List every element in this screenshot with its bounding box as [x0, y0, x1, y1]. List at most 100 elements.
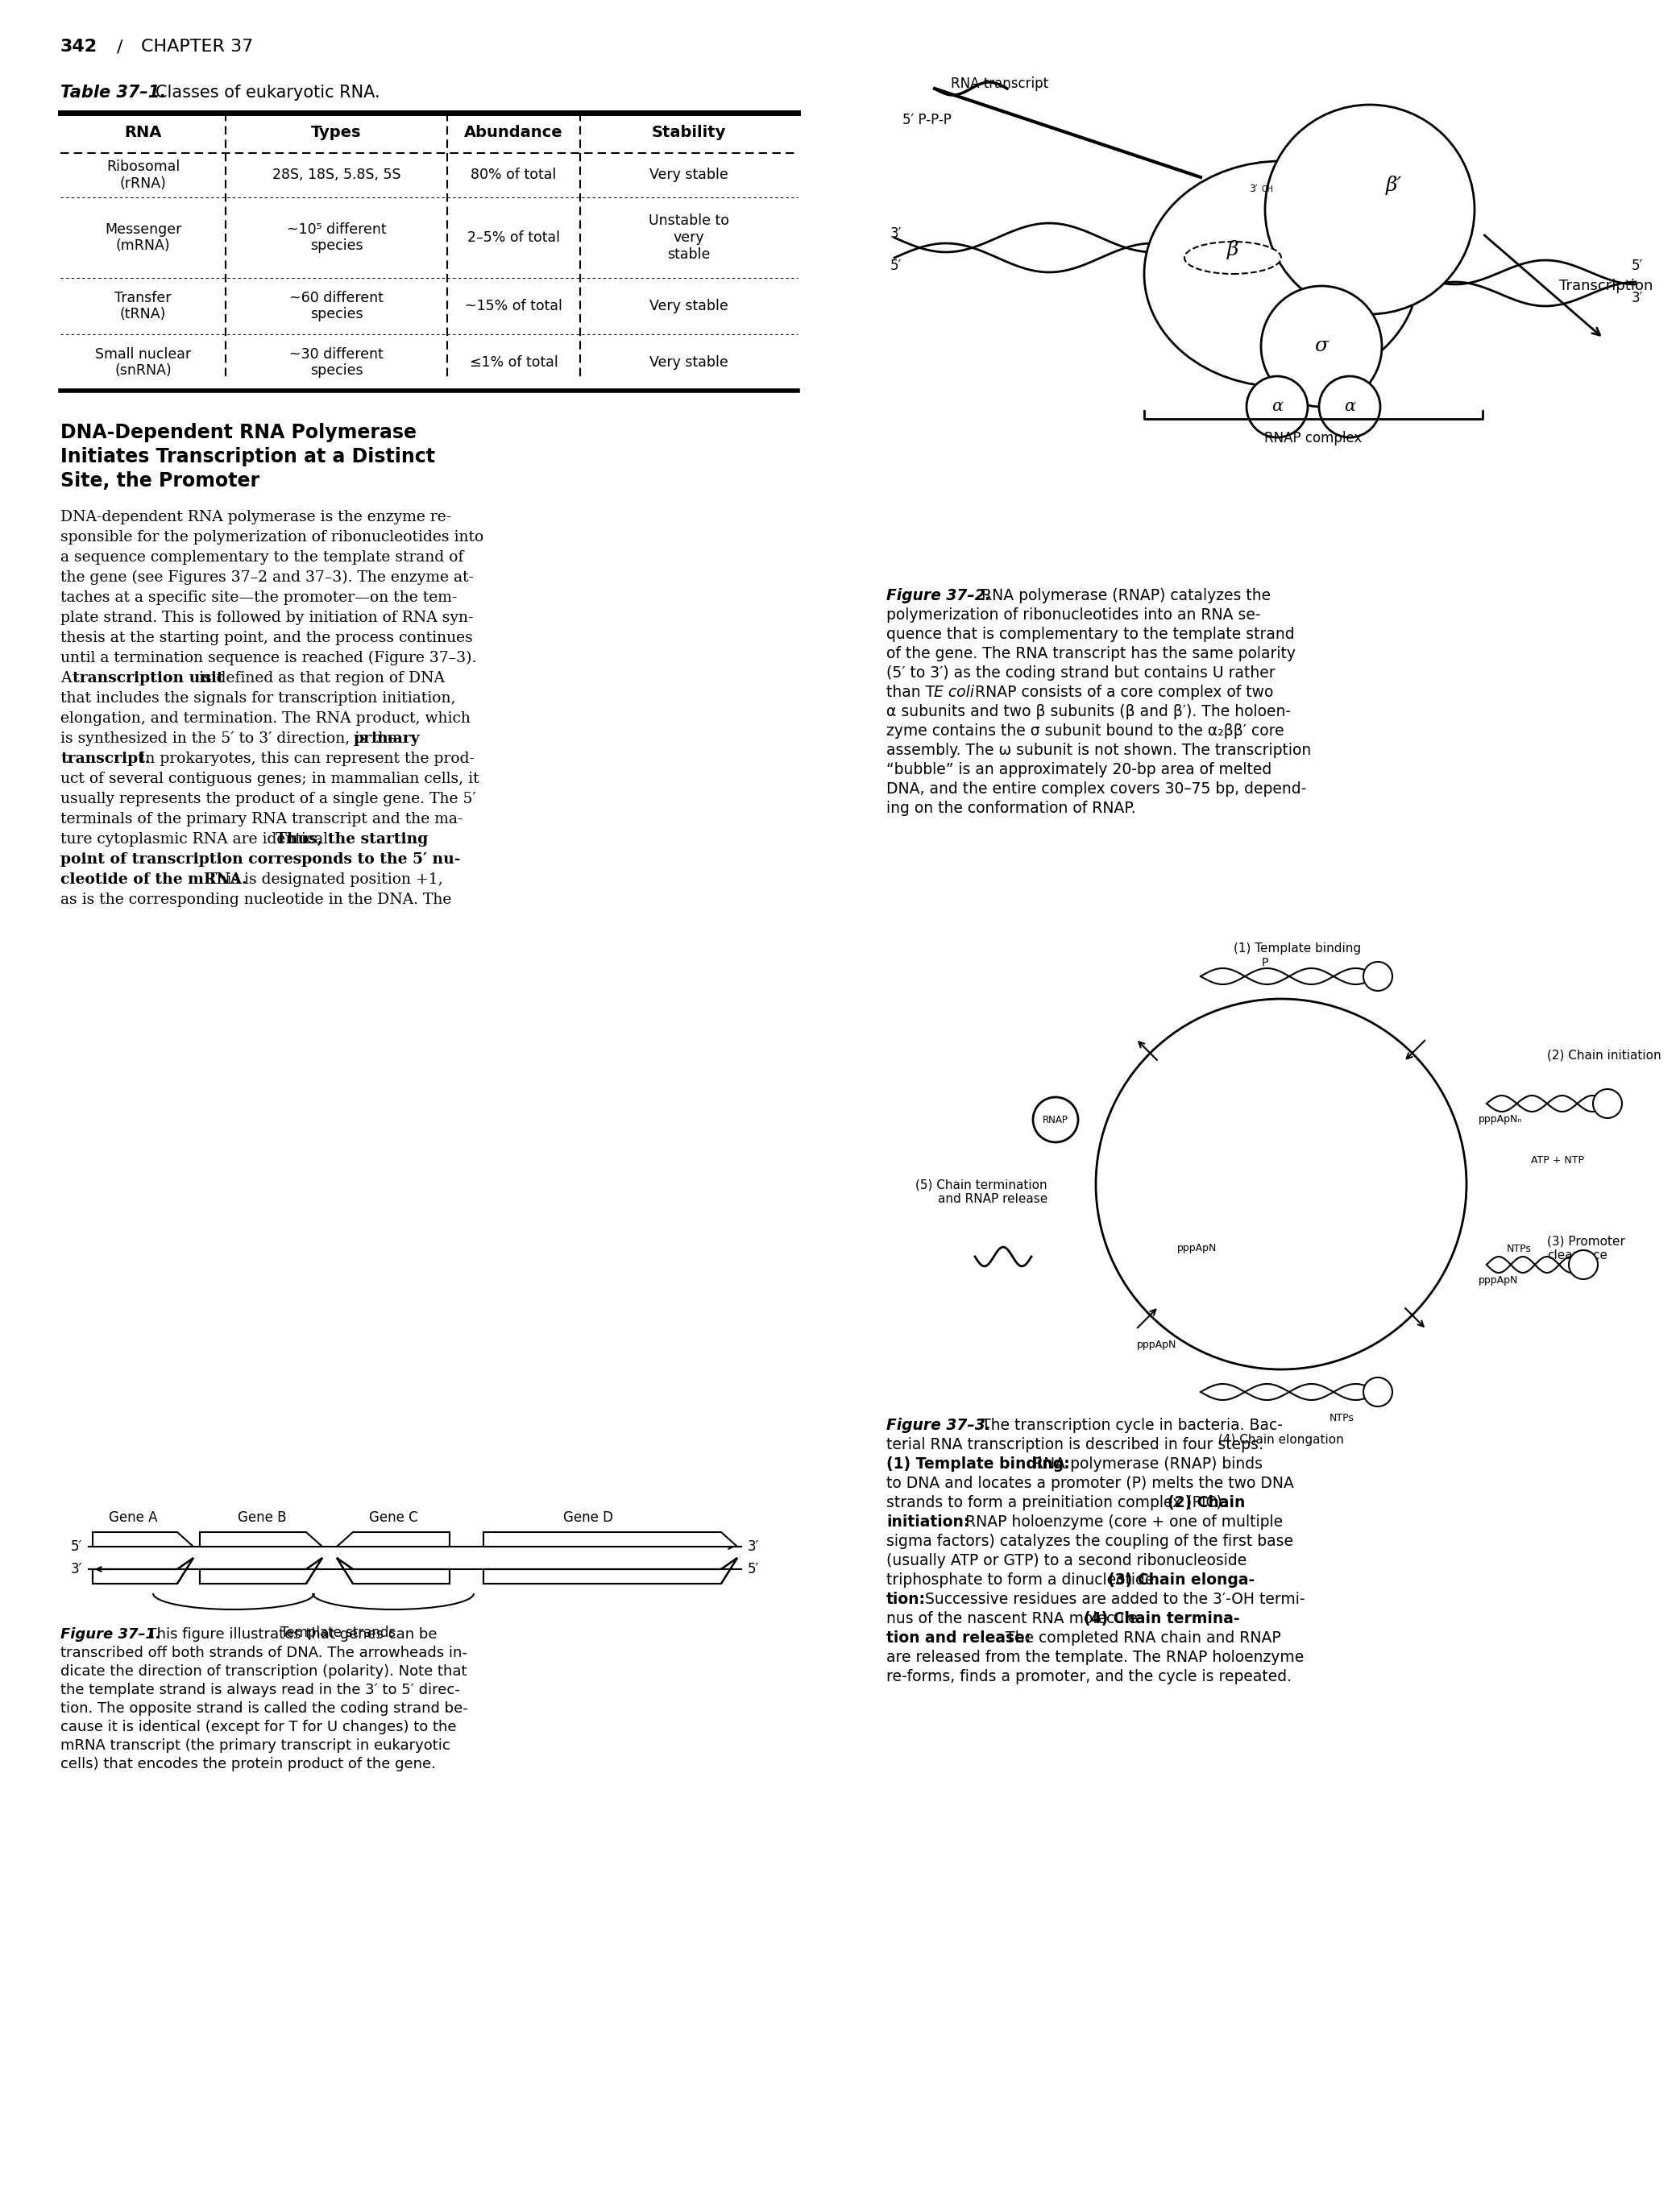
Text: ATP + NTP: ATP + NTP: [1530, 1155, 1584, 1166]
Text: Successive residues are added to the 3′-OH termi-: Successive residues are added to the 3′-…: [921, 1593, 1305, 1608]
Text: primary: primary: [353, 732, 420, 745]
Text: A: A: [60, 670, 76, 686]
Text: uct of several contiguous genes; in mammalian cells, it: uct of several contiguous genes; in mamm…: [60, 772, 479, 785]
Circle shape: [1247, 376, 1307, 438]
Text: are released from the template. The RNAP holoenzyme: are released from the template. The RNAP…: [887, 1650, 1304, 1666]
Text: initiation:: initiation:: [887, 1515, 969, 1531]
Text: Template strands: Template strands: [281, 1626, 396, 1639]
Text: RNA polymerase (RNAP) catalyzes the: RNA polymerase (RNAP) catalyzes the: [968, 588, 1272, 604]
Circle shape: [1319, 376, 1381, 438]
Text: Table 37–1.: Table 37–1.: [60, 84, 166, 102]
Text: Types: Types: [311, 126, 361, 142]
Text: Very stable: Very stable: [650, 299, 729, 314]
Polygon shape: [92, 1557, 193, 1584]
Text: tion. The opposite strand is called the coding strand be-: tion. The opposite strand is called the …: [60, 1701, 469, 1717]
Text: β: β: [1226, 241, 1238, 259]
Circle shape: [1364, 1378, 1393, 1407]
Polygon shape: [484, 1557, 738, 1584]
Text: This figure illustrates that genes can be: This figure illustrates that genes can b…: [138, 1628, 437, 1641]
Text: usually represents the product of a single gene. The 5′: usually represents the product of a sing…: [60, 792, 475, 807]
Ellipse shape: [1144, 161, 1418, 387]
Text: 3′: 3′: [1248, 184, 1258, 195]
Text: The transcription cycle in bacteria. Bac-: The transcription cycle in bacteria. Bac…: [968, 1418, 1284, 1433]
Text: σ: σ: [1314, 336, 1329, 356]
Text: Initiates Transcription at a Distinct: Initiates Transcription at a Distinct: [60, 447, 435, 467]
Text: mRNA transcript (the primary transcript in eukaryotic: mRNA transcript (the primary transcript …: [60, 1739, 450, 1752]
Text: Thus, the starting: Thus, the starting: [276, 832, 428, 847]
Text: cells) that encodes the protein product of the gene.: cells) that encodes the protein product …: [60, 1756, 435, 1772]
Text: 5′ P-P-P: 5′ P-P-P: [902, 113, 951, 128]
Text: Small nuclear
(snRNA): Small nuclear (snRNA): [96, 347, 192, 378]
Text: “bubble” is an approximately 20-bp area of melted: “bubble” is an approximately 20-bp area …: [887, 763, 1272, 776]
Text: taches at a specific site—the promoter—on the tem-: taches at a specific site—the promoter—o…: [60, 591, 457, 604]
Text: transcribed off both strands of DNA. The arrowheads in-: transcribed off both strands of DNA. The…: [60, 1646, 467, 1661]
Text: 28S, 18S, 5.8S, 5S: 28S, 18S, 5.8S, 5S: [272, 168, 400, 181]
Text: NTPs: NTPs: [1329, 1413, 1354, 1422]
Text: 5′: 5′: [1631, 259, 1643, 272]
Text: ture cytoplasmic RNA are identical.: ture cytoplasmic RNA are identical.: [60, 832, 338, 847]
Text: cleotide of the mRNA.: cleotide of the mRNA.: [60, 872, 247, 887]
Text: RNAP consists of a core complex of two: RNAP consists of a core complex of two: [969, 686, 1273, 699]
Text: Figure 37–2.: Figure 37–2.: [887, 588, 991, 604]
Ellipse shape: [1184, 241, 1282, 274]
Text: Messenger
(mRNA): Messenger (mRNA): [104, 221, 181, 252]
Text: ~60 different
species: ~60 different species: [289, 290, 383, 321]
Text: 342: 342: [60, 38, 97, 55]
Text: 5′: 5′: [71, 1540, 82, 1553]
Text: Figure 37–1.: Figure 37–1.: [60, 1628, 161, 1641]
Text: polymerization of ribonucleotides into an RNA se-: polymerization of ribonucleotides into a…: [887, 608, 1260, 624]
Text: The completed RNA chain and RNAP: The completed RNA chain and RNAP: [1001, 1630, 1282, 1646]
Text: pppApNₙ: pppApNₙ: [1478, 1115, 1522, 1126]
Text: Very stable: Very stable: [650, 168, 729, 181]
Text: assembly. The ω subunit is not shown. The transcription: assembly. The ω subunit is not shown. Th…: [887, 743, 1310, 759]
Circle shape: [1364, 962, 1393, 991]
Text: the template strand is always read in the 3′ to 5′ direc-: the template strand is always read in th…: [60, 1683, 460, 1697]
Circle shape: [1569, 1250, 1598, 1279]
Text: (5) Chain termination
and RNAP release: (5) Chain termination and RNAP release: [916, 1179, 1048, 1206]
Text: 3′: 3′: [1631, 290, 1643, 305]
Text: Classes of eukaryotic RNA.: Classes of eukaryotic RNA.: [156, 84, 380, 102]
Text: β′: β′: [1386, 175, 1403, 195]
Text: α: α: [1344, 398, 1356, 414]
Text: terminals of the primary RNA transcript and the ma-: terminals of the primary RNA transcript …: [60, 812, 462, 827]
Polygon shape: [336, 1557, 450, 1584]
Text: RNAP complex: RNAP complex: [1265, 431, 1362, 445]
Text: α: α: [1272, 398, 1284, 414]
Text: DNA, and the entire complex covers 30–75 bp, depend-: DNA, and the entire complex covers 30–75…: [887, 781, 1307, 796]
Text: ing on the conformation of RNAP.: ing on the conformation of RNAP.: [887, 801, 1136, 816]
Circle shape: [1095, 1000, 1467, 1369]
Text: 3′: 3′: [890, 226, 902, 241]
Text: P: P: [1262, 958, 1268, 969]
Text: sponsible for the polymerization of ribonucleotides into: sponsible for the polymerization of ribo…: [60, 531, 484, 544]
Text: 5′: 5′: [890, 259, 902, 272]
Text: Stability: Stability: [652, 126, 726, 142]
Text: This is designated position +1,: This is designated position +1,: [202, 872, 442, 887]
Text: RNA transcript: RNA transcript: [951, 77, 1048, 91]
Text: RNA polymerase (RNAP) binds: RNA polymerase (RNAP) binds: [1028, 1455, 1262, 1471]
Text: the gene (see Figures 37–2 and 37–3). The enzyme at-: the gene (see Figures 37–2 and 37–3). Th…: [60, 571, 474, 584]
Text: Gene B: Gene B: [237, 1511, 286, 1524]
Text: (usually ATP or GTP) to a second ribonucleoside: (usually ATP or GTP) to a second ribonuc…: [887, 1553, 1247, 1568]
Text: is synthesized in the 5′ to 3′ direction, is the: is synthesized in the 5′ to 3′ direction…: [60, 732, 402, 745]
Text: Very stable: Very stable: [650, 356, 729, 369]
Text: a sequence complementary to the template strand of: a sequence complementary to the template…: [60, 551, 464, 564]
Text: is defined as that region of DNA: is defined as that region of DNA: [193, 670, 445, 686]
Text: ~15% of total: ~15% of total: [465, 299, 563, 314]
Text: DNA-dependent RNA polymerase is the enzyme re-: DNA-dependent RNA polymerase is the enzy…: [60, 511, 452, 524]
Text: pppApN: pppApN: [1178, 1243, 1216, 1254]
Text: /: /: [118, 38, 123, 55]
Text: until a termination sequence is reached (Figure 37–3).: until a termination sequence is reached …: [60, 650, 477, 666]
Circle shape: [1593, 1088, 1621, 1117]
Text: RNA: RNA: [124, 126, 161, 142]
Text: quence that is complementary to the template strand: quence that is complementary to the temp…: [887, 626, 1295, 641]
Text: ~10⁵ different
species: ~10⁵ different species: [287, 221, 386, 252]
Text: (4) Chain termina-: (4) Chain termina-: [1084, 1610, 1240, 1626]
Text: 3′: 3′: [71, 1562, 82, 1577]
Text: elongation, and termination. The RNA product, which: elongation, and termination. The RNA pro…: [60, 712, 470, 726]
Text: 5′: 5′: [748, 1562, 759, 1577]
Text: 2–5% of total: 2–5% of total: [467, 230, 559, 246]
Text: (2) Chain initiation: (2) Chain initiation: [1547, 1048, 1662, 1062]
Text: RNAP: RNAP: [1043, 1115, 1068, 1126]
Polygon shape: [200, 1533, 323, 1546]
Text: Transcription: Transcription: [1559, 279, 1653, 294]
